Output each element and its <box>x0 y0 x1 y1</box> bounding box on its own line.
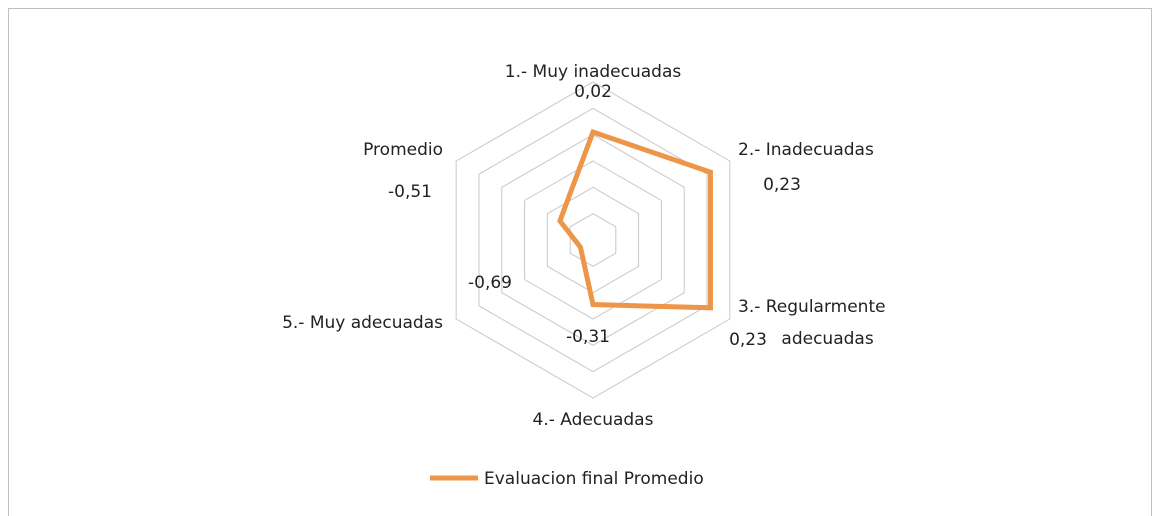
data-label: -0,69 <box>468 273 512 293</box>
axis-label: 5.- Muy adecuadas <box>282 313 443 333</box>
grid-ring <box>569 213 617 267</box>
legend-label: Evaluacion final Promedio <box>484 469 704 489</box>
axis-label: Promedio <box>363 140 443 160</box>
axis-label: 4.- Adecuadas <box>533 410 654 430</box>
axis-label: 3.- Regularmente adecuadas <box>738 297 886 349</box>
data-label: -0,51 <box>388 182 432 202</box>
series-line <box>557 128 713 311</box>
axis-label: 2.- Inadecuadas <box>738 140 874 160</box>
axis-label: 1.- Muy inadecuadas <box>505 62 682 82</box>
data-label: 0,23 <box>763 175 801 195</box>
chart-frame <box>8 8 1152 516</box>
data-label: -0,31 <box>566 327 610 347</box>
grid-ring <box>546 186 640 294</box>
data-label: 0,23 <box>729 330 767 350</box>
grid-ring <box>501 134 685 346</box>
grid-ring <box>524 160 662 320</box>
grid-ring <box>455 81 731 399</box>
data-label: 0,02 <box>574 82 612 102</box>
grid-ring <box>478 107 708 373</box>
